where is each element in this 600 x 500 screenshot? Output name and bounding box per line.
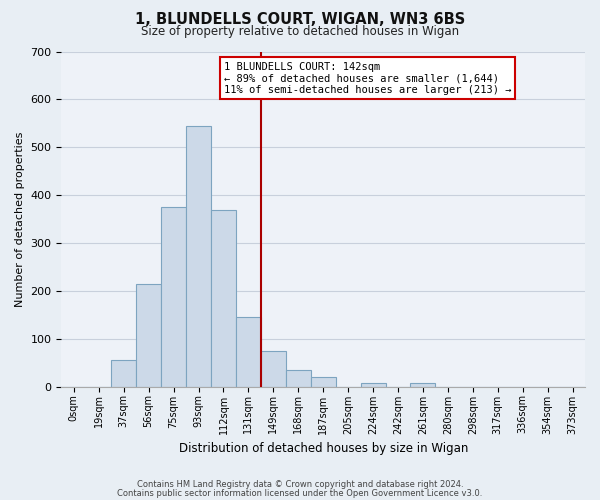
Bar bbox=[236, 317, 261, 386]
Bar bbox=[361, 383, 386, 386]
Bar bbox=[136, 284, 161, 387]
Y-axis label: Number of detached properties: Number of detached properties bbox=[15, 132, 25, 307]
Text: 1 BLUNDELLS COURT: 142sqm
← 89% of detached houses are smaller (1,644)
11% of se: 1 BLUNDELLS COURT: 142sqm ← 89% of detac… bbox=[224, 62, 511, 95]
Bar bbox=[410, 383, 436, 386]
Text: Contains HM Land Registry data © Crown copyright and database right 2024.: Contains HM Land Registry data © Crown c… bbox=[137, 480, 463, 489]
X-axis label: Distribution of detached houses by size in Wigan: Distribution of detached houses by size … bbox=[179, 442, 468, 455]
Bar bbox=[311, 377, 335, 386]
Text: Contains public sector information licensed under the Open Government Licence v3: Contains public sector information licen… bbox=[118, 488, 482, 498]
Bar bbox=[261, 350, 286, 386]
Bar bbox=[286, 370, 311, 386]
Bar bbox=[111, 360, 136, 386]
Text: Size of property relative to detached houses in Wigan: Size of property relative to detached ho… bbox=[141, 25, 459, 38]
Bar bbox=[186, 126, 211, 386]
Bar bbox=[211, 210, 236, 386]
Bar bbox=[161, 207, 186, 386]
Text: 1, BLUNDELLS COURT, WIGAN, WN3 6BS: 1, BLUNDELLS COURT, WIGAN, WN3 6BS bbox=[135, 12, 465, 28]
